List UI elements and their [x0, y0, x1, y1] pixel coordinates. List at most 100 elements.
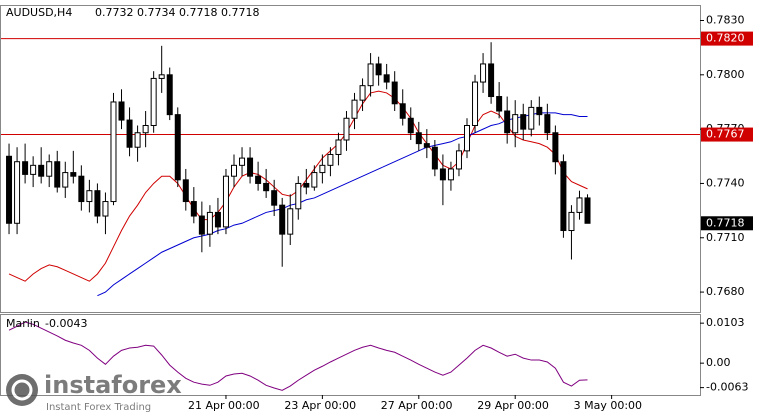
candle-body	[78, 175, 85, 203]
candle-body	[271, 190, 278, 206]
candle-body	[568, 211, 575, 232]
candle-body	[231, 164, 237, 177]
candle-body	[182, 179, 189, 203]
candle-body	[110, 101, 117, 203]
candle-body	[70, 172, 77, 177]
candle-body	[504, 110, 511, 134]
candle-body	[472, 81, 479, 127]
level-label-box	[701, 31, 753, 46]
candle-body	[54, 161, 61, 188]
candle-body	[287, 208, 294, 235]
chart-title: AUDUSD,H4	[6, 6, 72, 19]
candle-body	[552, 132, 559, 163]
candle-body	[206, 211, 213, 235]
candle-body	[431, 146, 438, 170]
candle-body	[166, 74, 173, 116]
current-price-box	[701, 216, 753, 231]
candle-body	[6, 155, 13, 224]
candle-body	[263, 182, 270, 192]
candle-body	[335, 139, 342, 155]
watermark-logo: instaforex Instant Forex Trading	[6, 371, 182, 413]
candle-body	[415, 132, 422, 145]
candle-body	[343, 117, 350, 141]
ohlc-value: 0.7718	[221, 6, 260, 19]
candle-body	[544, 114, 551, 134]
candle-body	[150, 77, 157, 127]
candle-body	[311, 172, 318, 188]
candle-body	[359, 85, 366, 101]
y-tick-label: -0.0063	[706, 381, 748, 394]
candle-body	[383, 74, 390, 83]
x-tick-label: 29 Apr 00:00	[477, 399, 549, 412]
candle-body	[512, 114, 519, 134]
candle-body	[367, 63, 374, 87]
level-label: 0.7767	[706, 128, 745, 141]
candle-body	[102, 201, 109, 217]
candle-body	[351, 99, 358, 119]
candle-body	[118, 101, 125, 121]
candle-body	[255, 175, 262, 184]
candle-body	[214, 211, 221, 228]
oscillator-title: Marlin	[6, 317, 40, 330]
candle-body	[319, 164, 326, 174]
candle-body	[239, 157, 246, 166]
candle-body	[560, 161, 567, 232]
candle-body	[464, 125, 470, 152]
candle-body	[142, 125, 149, 134]
ohlc-value: 0.7718	[179, 6, 218, 19]
candle-body	[126, 119, 133, 148]
y-tick-label: 0.7680	[706, 285, 745, 298]
candle-body	[447, 168, 454, 181]
candle-body	[30, 164, 37, 175]
candle-body	[480, 63, 487, 83]
x-tick-label: 21 Apr 00:00	[188, 399, 260, 412]
candle-body	[536, 106, 543, 116]
candle-body	[455, 150, 462, 170]
level-label: 0.7820	[706, 32, 745, 45]
candle-body	[247, 157, 254, 177]
candle-body	[14, 161, 21, 224]
oscillator-line	[8, 321, 588, 391]
candle-body	[94, 190, 101, 217]
candle-body	[520, 114, 527, 130]
candle-body	[576, 197, 583, 213]
oscillator-panel	[0, 314, 701, 396]
x-tick-label: 3 May 00:00	[574, 399, 642, 412]
price-panel	[0, 5, 701, 313]
x-tick-label: 23 Apr 00:00	[284, 399, 356, 412]
candle-body	[190, 201, 197, 217]
candle-body	[86, 190, 93, 203]
y-tick-label: 0.7800	[706, 68, 745, 81]
candle-body	[528, 106, 535, 130]
candle-body	[327, 153, 334, 166]
oscillator-value: -0.0043	[45, 317, 87, 330]
y-tick-label: 0.7710	[706, 231, 745, 244]
current-price-label: 0.7718	[706, 216, 745, 229]
candle-body	[38, 164, 45, 177]
logo-tagline: Instant Forex Trading	[46, 402, 151, 413]
candle-body	[439, 168, 446, 181]
candle-body	[198, 215, 205, 235]
candle-body	[407, 117, 414, 134]
candle-body	[423, 143, 430, 148]
candle-body	[279, 204, 286, 235]
ohlc-value: 0.7732	[95, 6, 134, 19]
candle-body	[584, 197, 591, 224]
candle-body	[303, 182, 310, 188]
ohlc-value: 0.7734	[137, 6, 176, 19]
candle-body	[391, 81, 398, 105]
y-tick-label: 0.00	[706, 356, 731, 369]
candle-body	[22, 161, 29, 175]
candle-body	[375, 63, 382, 76]
candle-body	[174, 114, 181, 181]
candle-body	[496, 96, 503, 112]
candle-body	[295, 182, 302, 210]
candle-body	[158, 74, 165, 79]
logo-ring	[11, 379, 33, 401]
candle-body	[222, 175, 229, 228]
candle-body	[134, 132, 141, 148]
candle-body	[46, 161, 53, 177]
level-label-box	[701, 127, 753, 142]
y-tick-label: 0.7740	[706, 176, 745, 189]
